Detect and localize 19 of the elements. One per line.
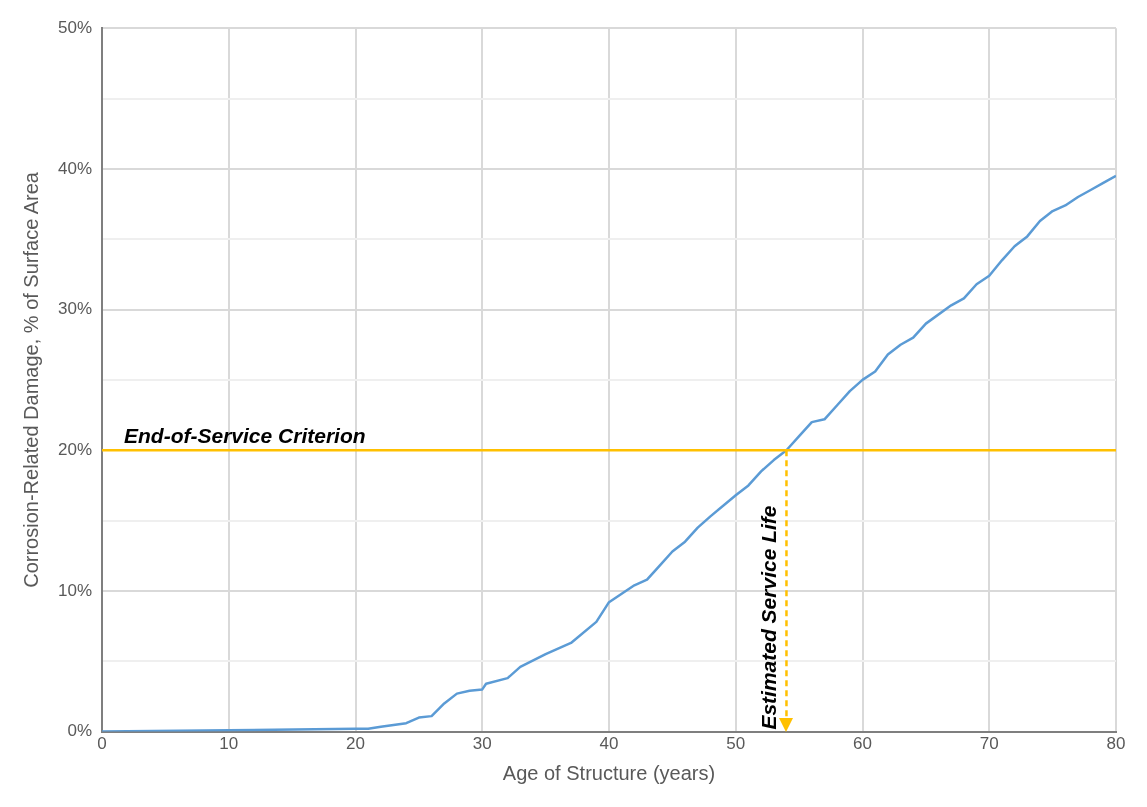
y-tick-label: 30%	[57, 299, 93, 319]
y-tick-label: 0%	[67, 721, 93, 741]
x-tick-label: 80	[1106, 734, 1126, 754]
x-tick-label: 40	[599, 734, 619, 754]
x-tick-label: 20	[346, 734, 365, 754]
ref-line-label: End-of-Service Criterion	[124, 423, 366, 447]
y-tick-label: 40%	[57, 158, 93, 178]
x-tick-label: 50	[726, 734, 746, 754]
x-axis-title: Age of Structure (years)	[502, 761, 716, 784]
y-tick-label: 50%	[57, 17, 93, 37]
y-axis-title: Corrosion-Related Damage, % of Surface Area	[19, 171, 42, 588]
x-tick-label: 10	[219, 734, 239, 754]
x-tick-label: 0	[97, 734, 107, 754]
x-tick-label: 60	[853, 734, 872, 754]
y-tick-label: 20%	[57, 439, 93, 459]
x-tick-label: 70	[979, 734, 999, 754]
y-tick-label: 10%	[57, 580, 93, 600]
x-tick-label: 30	[472, 734, 492, 754]
ref-line-label: Estimated Service Life	[756, 505, 780, 730]
